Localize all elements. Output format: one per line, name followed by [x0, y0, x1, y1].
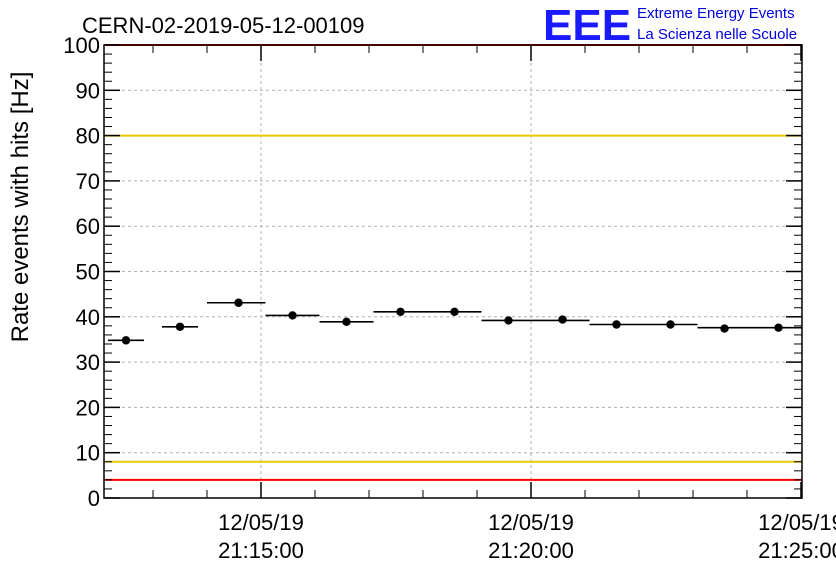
- data-point: [396, 307, 405, 317]
- logo-line-2: La Scienza nelle Scuole: [637, 26, 797, 43]
- grid-lines: [104, 45, 802, 498]
- x-tick-time: 21:20:00: [488, 538, 574, 563]
- data-series: [108, 298, 802, 345]
- x-tick-date: 12/05/19: [488, 510, 574, 535]
- y-tick-label: 20: [76, 395, 100, 420]
- x-tick-labels: 12/05/19 21:15:00 12/05/19 21:20:00 12/05/19…: [218, 510, 836, 563]
- reference-lines: [104, 44, 802, 481]
- y-tick-label: 80: [76, 124, 100, 149]
- x-tick-time: 21:25:00: [758, 538, 836, 563]
- data-point: [121, 336, 131, 345]
- y-tick-label: 60: [76, 214, 100, 239]
- data-point: [504, 316, 513, 325]
- data-point: [612, 320, 621, 329]
- data-point: [234, 298, 243, 307]
- x-tick-date: 12/05/19: [758, 510, 836, 535]
- data-point: [342, 317, 351, 326]
- y-tick-label: 50: [76, 260, 100, 285]
- data-point: [450, 307, 459, 317]
- eee-logo: EEE Extreme Energy Events La Scienza nel…: [543, 1, 797, 50]
- data-point: [175, 322, 185, 331]
- x-tick-date: 12/05/19: [218, 510, 304, 535]
- y-tick-label: 70: [76, 169, 100, 194]
- y-tick-labels: 0 10 20 30 40 50 60 70 80 90 100: [63, 33, 100, 511]
- logo-line-1: Extreme Energy Events: [637, 5, 795, 22]
- y-tick-label: 30: [76, 350, 100, 375]
- logo-mark: EEE: [543, 1, 631, 50]
- y-axis-title: Rate events with hits [Hz]: [7, 72, 34, 343]
- y-tick-label: 40: [76, 305, 100, 330]
- y-tick-label: 10: [76, 441, 100, 466]
- y-tick-label: 0: [88, 486, 100, 511]
- axis-ticks: [104, 44, 802, 499]
- data-point: [720, 324, 729, 333]
- data-point: [774, 323, 783, 332]
- y-tick-label: 90: [76, 78, 100, 103]
- x-tick-time: 21:15:00: [218, 538, 304, 563]
- run-title: CERN-02-2019-05-12-00109: [82, 13, 365, 38]
- data-point: [666, 320, 675, 329]
- data-point: [558, 315, 567, 324]
- y-tick-label: 100: [63, 33, 100, 58]
- data-point: [288, 311, 297, 320]
